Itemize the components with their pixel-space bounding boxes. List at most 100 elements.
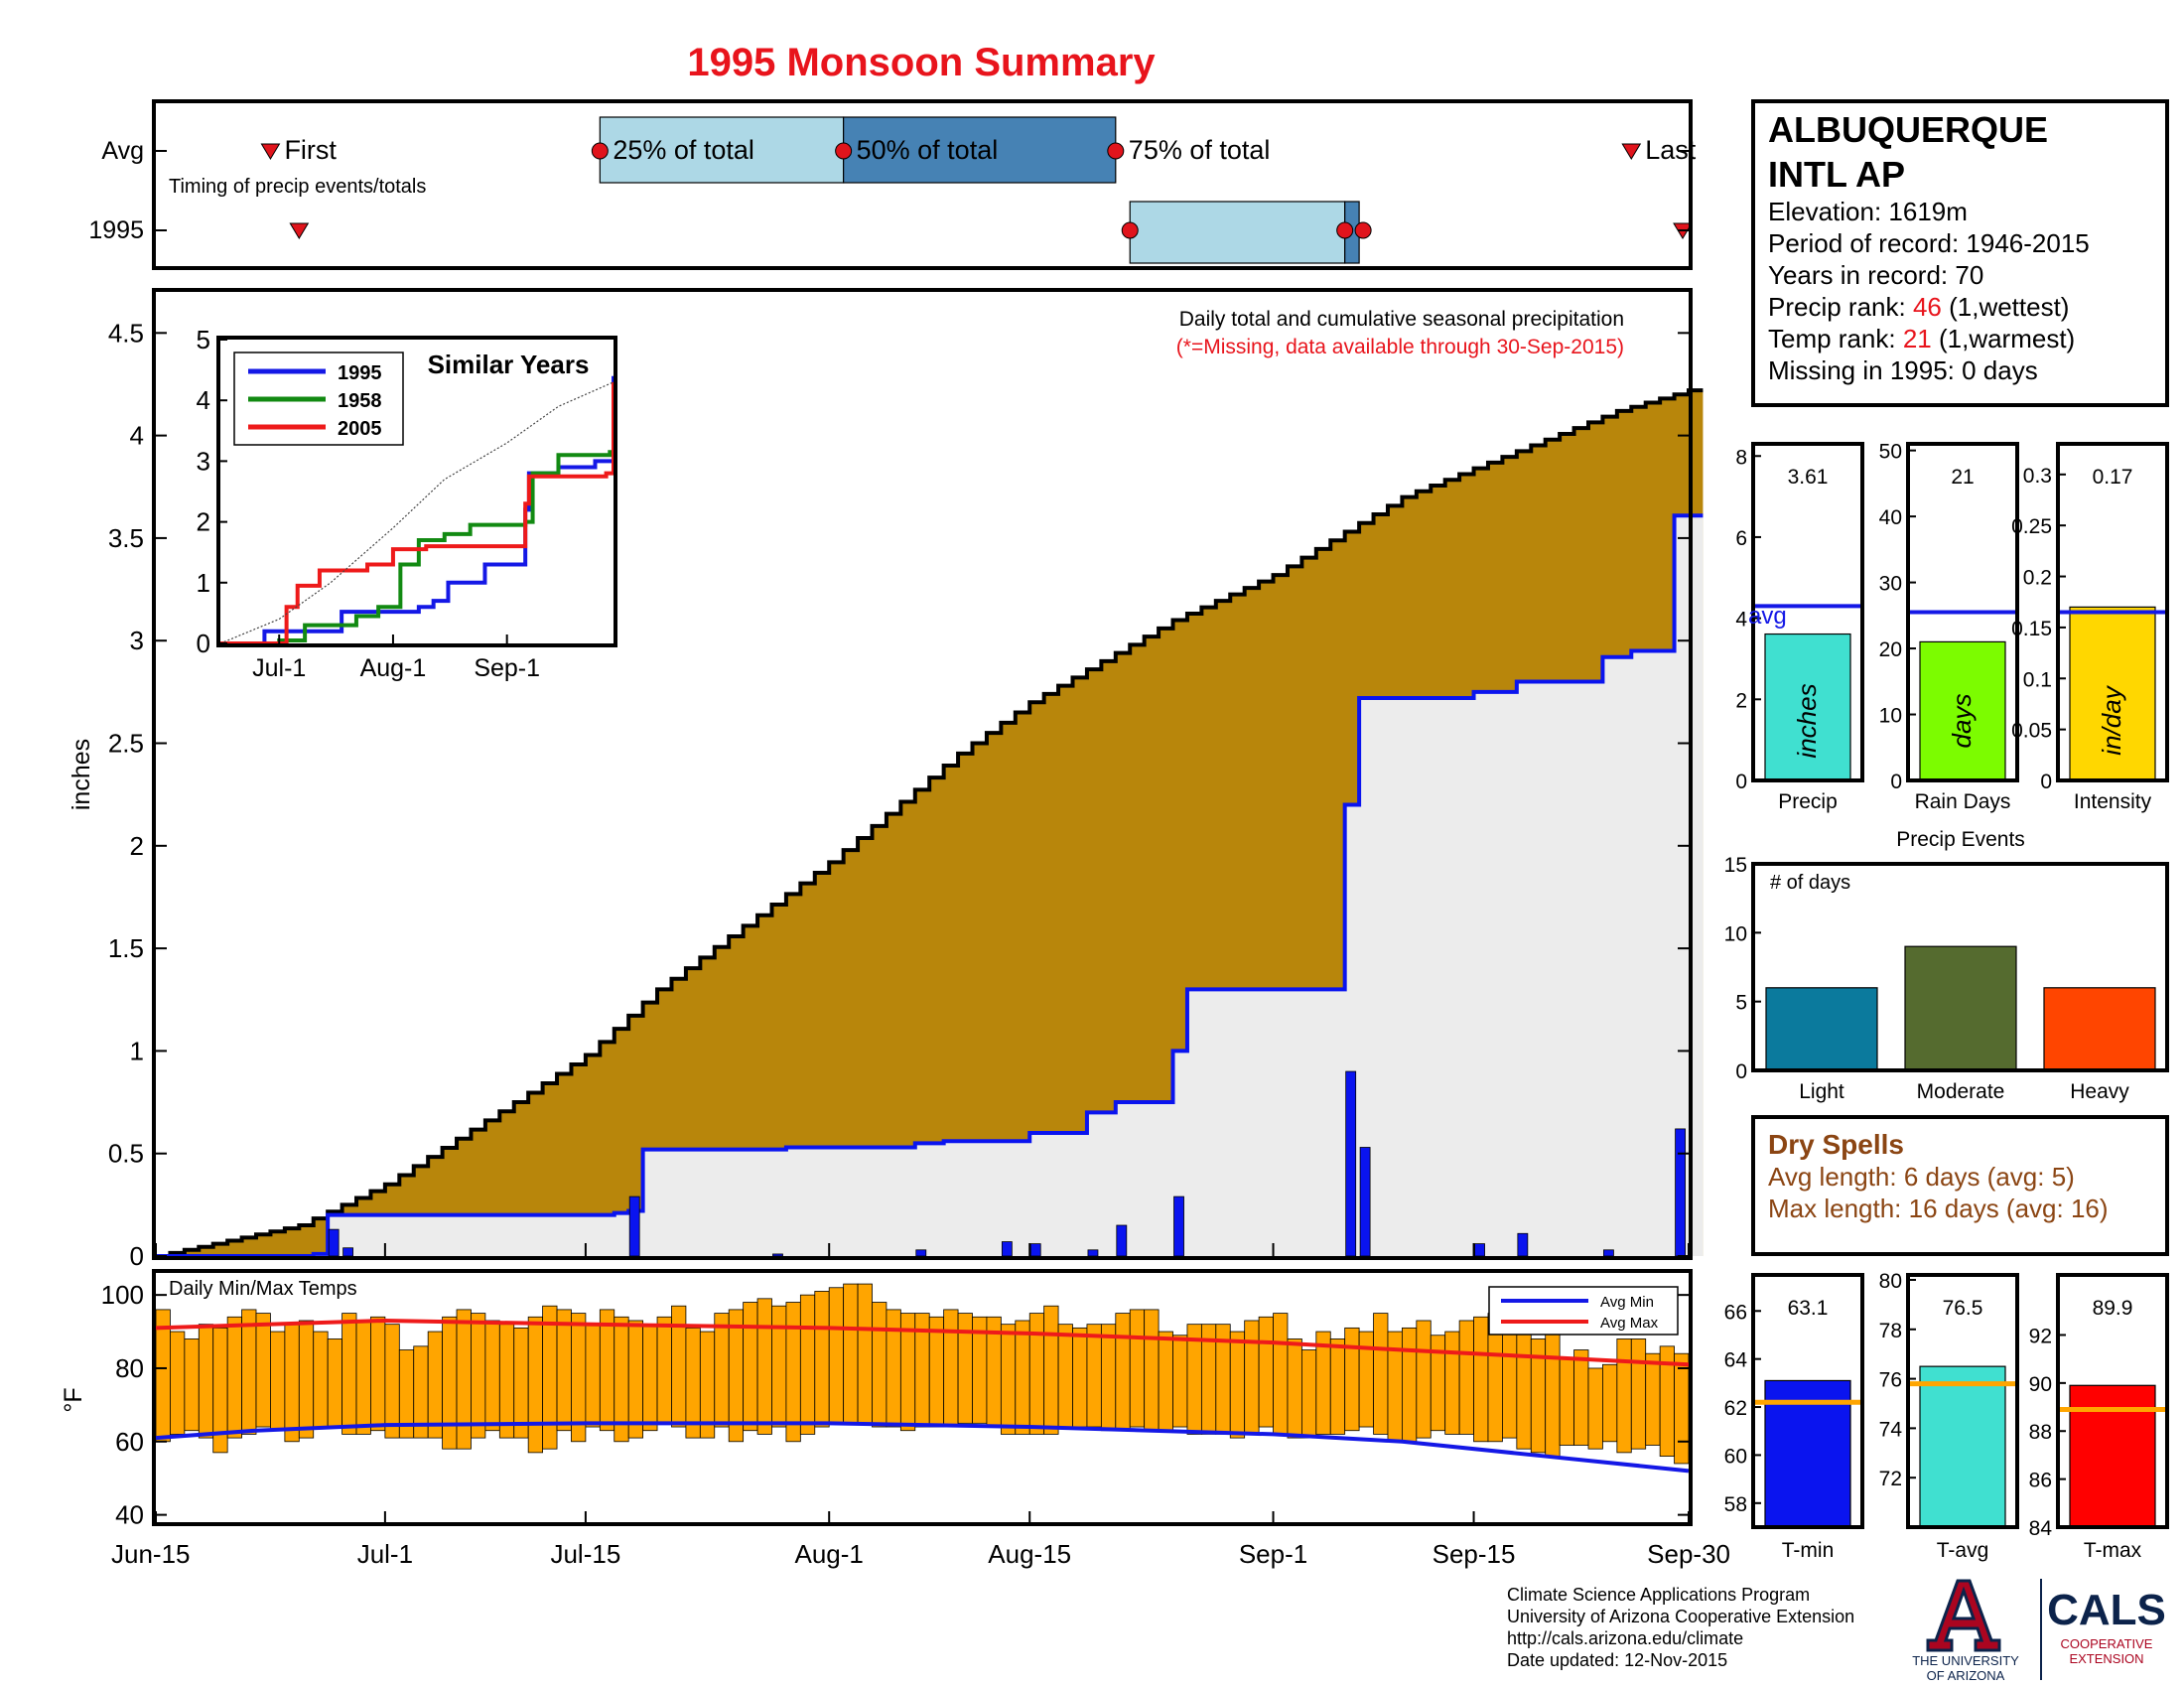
precip_totals-y-tick-label: 4 <box>1735 609 1747 632</box>
station-info: ALBUQUERQUE INTL AP Elevation: 1619m Per… <box>1751 99 2169 407</box>
precip-frame <box>152 288 1693 1260</box>
precip-plot-area <box>156 388 1704 1258</box>
precip-events-bar <box>2043 987 2156 1071</box>
avg-last-marker <box>1621 143 1642 160</box>
temperature-legend-box <box>1488 1286 1679 1336</box>
t_avg-y-tick-label: 76 <box>1879 1369 1902 1392</box>
precip-chart: 0 0.5 1 1.5 2 2.5 3 3.5 4 4.5 inches Daily total … <box>68 288 1704 1271</box>
daily-temp-range-bar <box>1674 1352 1690 1465</box>
cals-sub2: EXTENSION <box>2069 1651 2143 1666</box>
precip-events-bar <box>1765 987 1878 1071</box>
panel-t_avg: 72 74 76 78 80 76.5 T-avg <box>1879 1270 2019 1562</box>
daily-precip-bar <box>328 1228 340 1257</box>
t_min-y-tick-label: 64 <box>1724 1349 1748 1372</box>
intensity-y-tick-label: 0.1 <box>2023 668 2052 691</box>
inset-y-tick-label: 0 <box>197 629 210 658</box>
similar-year-line-1958 <box>220 430 615 645</box>
daily-precip-bar <box>1173 1196 1184 1257</box>
university-of-arizona-logo: THE UNIVERSITY OF ARIZONA CALS COOPERATI… <box>1912 1579 2166 1683</box>
temperature-legend: Avg Min Avg Max <box>1488 1286 1679 1336</box>
avg-p25-p50-bar <box>599 116 845 184</box>
daily-temp-range-bar <box>799 1294 816 1435</box>
x-tick-label: Sep-1 <box>1239 1539 1307 1569</box>
x-tick-label: Sep-30 <box>1647 1539 1730 1569</box>
precip-y-tick-label: 4.5 <box>108 318 144 348</box>
temperature-plot-area <box>155 1283 1690 1474</box>
rain_days-y-tick-label: 50 <box>1879 441 1902 464</box>
daily-temp-range-bar <box>1115 1313 1131 1432</box>
precip-events-plot: Light Moderate Heavy 0 5 10 15 <box>1724 854 2156 1103</box>
daily-temp-range-bar <box>1057 1324 1073 1428</box>
precip-events-y-tick-label: 15 <box>1724 854 1747 877</box>
panel-rain_days: 0 10 20 30 40 50 21 Rain Days days <box>1879 441 2019 813</box>
inset-plot-area <box>219 375 615 645</box>
daily-temp-range-bar <box>1028 1313 1045 1435</box>
timing-marks <box>154 116 1693 264</box>
avg-p50-dot <box>835 142 853 160</box>
rain_days-y-tick-label: 30 <box>1879 573 1902 596</box>
daily-temp-range-bar <box>355 1320 371 1435</box>
station-period: Period of record: 1946-2015 <box>1768 228 2090 258</box>
temperature-frame <box>152 1269 1693 1526</box>
precip-events-y-tick-label: 10 <box>1724 922 1747 945</box>
avg-p25-dot <box>591 142 609 160</box>
x-tick-label: Aug-1 <box>795 1539 864 1569</box>
daily-precip-bar <box>628 1196 640 1257</box>
panel-t_min: 58 60 62 64 66 63.1 T-min <box>1724 1273 1864 1562</box>
cumulative-1995-area <box>156 515 1704 1256</box>
daily-temp-range-bar <box>1602 1363 1618 1443</box>
legend-label-avg-max: Avg Max <box>1600 1315 1659 1332</box>
panel-intensity: 0 0.05 0.1 0.15 0.2 0.25 0.3 0.17 Intensity in/da… <box>2011 442 2169 813</box>
daily-temp-range-bar <box>198 1324 214 1439</box>
y1995-p25-p50-bar <box>1129 201 1346 264</box>
timing-p75-label: 75% of total <box>1129 135 1271 165</box>
t_min-y-tick-label: 62 <box>1724 1397 1747 1420</box>
timing-caption: Timing of precip events/totals <box>169 176 426 198</box>
inset-y-tick-label: 3 <box>197 446 210 476</box>
temp-rank-label: Temp rank: <box>1768 324 1903 353</box>
intensity-inner-label: in/day <box>2097 684 2126 755</box>
daily-temp-range-bar <box>184 1338 200 1432</box>
daily-temp-range-bar <box>1473 1316 1489 1443</box>
temperature-ylabel: °F <box>60 1387 87 1412</box>
precip-events-bar <box>1904 945 2017 1071</box>
similar-years-inset: 0 1 2 3 4 5 Jul-1 Aug-1 Sep-1 Similar Years 1995… <box>197 325 617 682</box>
timing-first-label: First <box>284 135 337 165</box>
legend-label-1995: 1995 <box>338 362 382 384</box>
x-tick-label: Sep-15 <box>1433 1539 1516 1569</box>
temp-y-tick-label: 100 <box>101 1280 144 1310</box>
station-years: Years in record: 70 <box>1768 260 1983 290</box>
t_max-y-tick-label: 88 <box>2029 1421 2052 1444</box>
y1995-p25-dot <box>1121 221 1139 239</box>
temperature-totals-panels: 58 60 62 64 66 63.1 T-min 72 74 76 78 80 76.5 T-avg 84… <box>1724 1270 2169 1562</box>
rain_days-label: Rain Days <box>1915 790 2011 813</box>
rain_days-bar <box>1919 640 2006 781</box>
station-name-line1: ALBUQUERQUE <box>1768 109 2048 150</box>
daily-temp-range-bar <box>556 1309 572 1432</box>
t_min-y-tick-label: 66 <box>1724 1301 1747 1324</box>
daily-temp-range-bar <box>1086 1324 1102 1428</box>
daily-precip-bar <box>1116 1224 1128 1257</box>
daily-precip-bar <box>1345 1070 1357 1257</box>
precip-events-category-label: Light <box>1799 1080 1844 1103</box>
daily-temp-range-bar <box>943 1309 959 1428</box>
daily-temp-range-bar <box>1416 1320 1432 1439</box>
intensity-y-tick-label: 0.3 <box>2023 465 2052 488</box>
daily-temp-range-bar <box>1373 1313 1389 1435</box>
precip-y-axis: 0 0.5 1 1.5 2 2.5 3 3.5 4 4.5 <box>108 318 1691 1271</box>
inset-title: Similar Years <box>428 350 590 379</box>
precip_totals-y-tick-label: 6 <box>1735 527 1747 550</box>
station-precip-rank: Precip rank: 46 (1,wettest) <box>1768 292 2069 322</box>
rain_days-inner-label: days <box>1947 694 1977 749</box>
daily-temp-range-bar <box>642 1324 658 1432</box>
temp-y-tick-label: 80 <box>115 1353 144 1383</box>
similar-year-line-2005 <box>220 381 615 645</box>
t_max-y-tick-label: 90 <box>2029 1373 2052 1396</box>
daily-precip-bar <box>1087 1249 1099 1257</box>
footer-line1: Climate Science Applications Program <box>1507 1585 1810 1605</box>
t_avg-value: 76.5 <box>1943 1297 1983 1320</box>
legend-label-2005: 2005 <box>338 418 382 440</box>
precip_totals-bar <box>1764 633 1851 781</box>
t_avg-y-tick-label: 72 <box>1879 1468 1902 1490</box>
daily-temp-range-bar <box>1287 1338 1302 1439</box>
